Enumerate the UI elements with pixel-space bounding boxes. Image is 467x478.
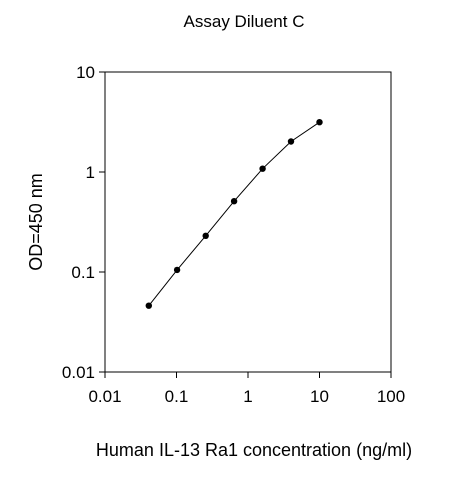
- data-point: [287, 138, 295, 145]
- chart-title: Assay Diluent C: [184, 12, 305, 31]
- y-tick-label: 0.1: [71, 263, 95, 282]
- plot-frame: [104, 71, 392, 373]
- x-tick-label: 100: [377, 387, 405, 406]
- data-point: [259, 165, 266, 172]
- y-tick-label: 0.01: [62, 363, 95, 382]
- x-tick-label: 0.01: [88, 387, 121, 406]
- y-tick-label: 1: [86, 163, 95, 182]
- y-axis-label: OD=450 nm: [26, 173, 46, 271]
- y-axis-ticks: 0.01 0.1 1 10: [62, 63, 105, 382]
- x-tick-label: 1: [243, 387, 252, 406]
- series-line: [148, 121, 320, 307]
- series-layer: [145, 119, 323, 309]
- data-point: [316, 119, 323, 126]
- y-tick-label: 10: [76, 63, 95, 82]
- data-point: [145, 302, 152, 309]
- data-point: [230, 198, 238, 205]
- x-axis-label: Human IL-13 Ra1 concentration (ng/ml): [96, 440, 412, 460]
- x-tick-label: 0.1: [165, 387, 189, 406]
- data-point: [202, 232, 209, 239]
- x-tick-label: 10: [310, 387, 329, 406]
- data-point: [173, 266, 181, 274]
- x-axis-ticks: 0.01 0.1 1 10 100: [88, 372, 405, 406]
